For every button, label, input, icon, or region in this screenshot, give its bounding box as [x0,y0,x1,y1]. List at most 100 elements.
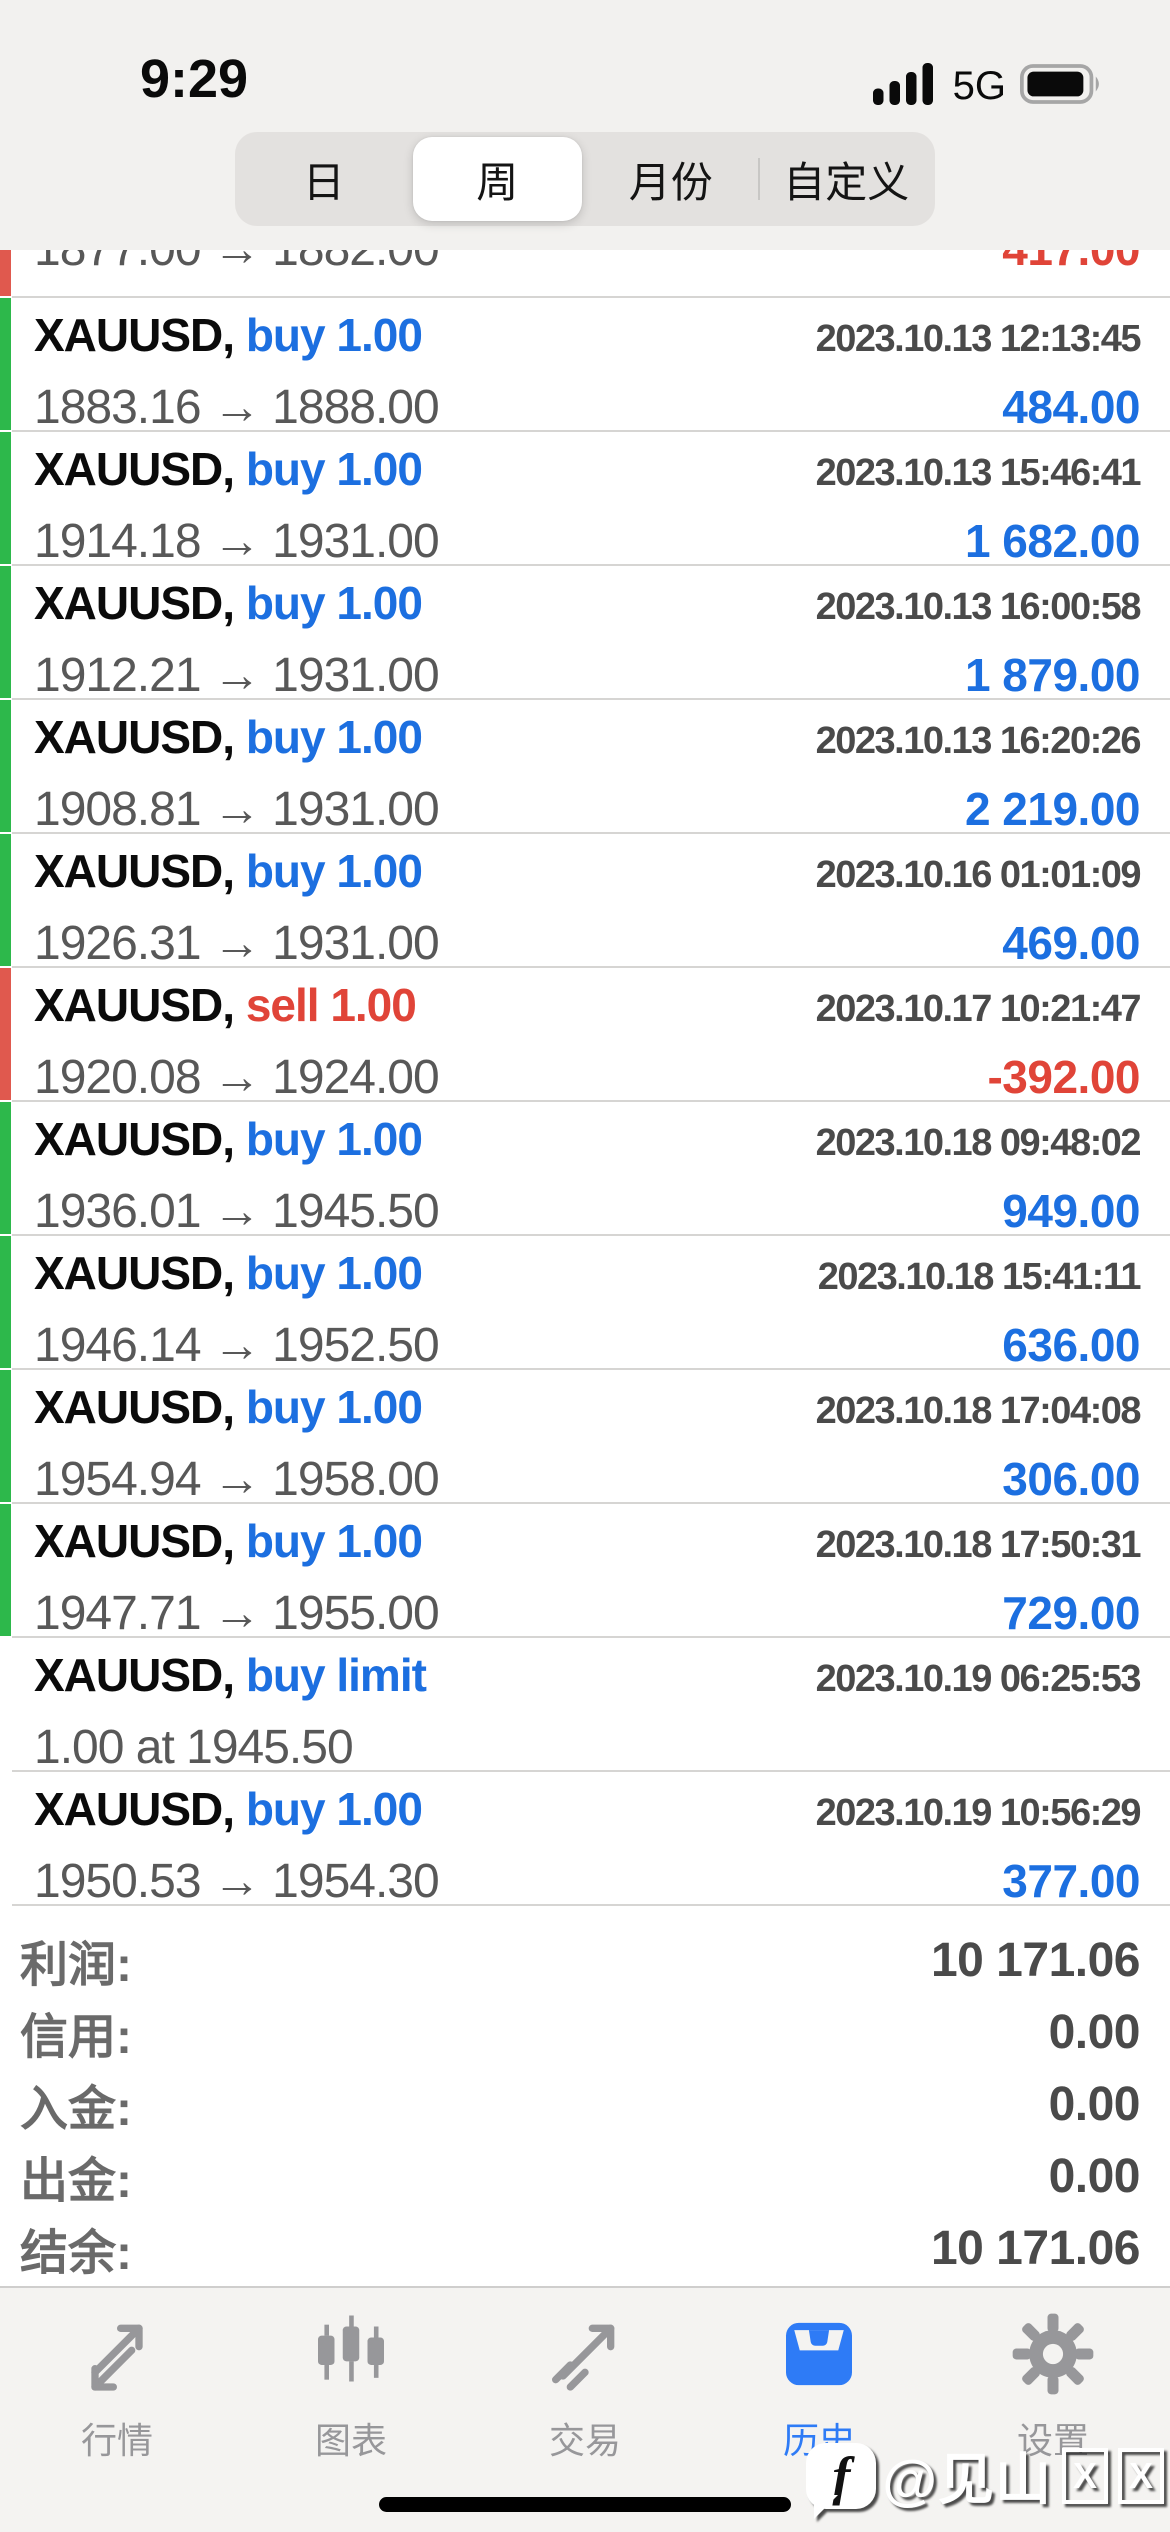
summary-value: 10 171.06 [930,2221,1141,2275]
summary-value: 0.00 [1048,2149,1141,2203]
period-tab-week[interactable]: 周 [412,137,582,221]
trade-row[interactable]: XAUUSD, buy 1.00 2023.10.18 17:50:31 194… [0,1504,1170,1640]
trade-row[interactable]: XAUUSD, buy 1.00 2023.10.13 16:00:58 191… [0,566,1170,702]
trade-time: 2023.10.19 10:56:29 [815,1792,1142,1834]
trade-profit: 949.00 [1002,1185,1140,1237]
summary-profit-row: 利润: 10 171.06 [20,1924,1141,1996]
trade-prices: 1954.94 → 1958.00 [34,1453,440,1506]
trade-action: buy 1.00 [245,1783,423,1835]
trade-profit: 2 219.00 [964,783,1141,835]
trade-symbol: XAUUSD, [34,711,235,763]
tab-trade[interactable]: 交易 [468,2308,702,2464]
history-tray-icon [773,2308,865,2400]
trade-row[interactable]: XAUUSD, buy 1.00 2023.10.13 16:20:26 190… [0,700,1170,836]
account-summary: 利润: 10 171.06 信用: 0.00 入金: 0.00 出金: 0.00… [0,1906,1170,2284]
summary-credit-row: 信用: 0.00 [20,1996,1141,2068]
watermark-handle: @见山 [882,2448,1052,2511]
summary-value: 0.00 [1048,2077,1141,2131]
trade-direction-bar [0,834,11,966]
trade-prices: 1947.71 → 1955.00 [34,1587,440,1640]
tab-label: 设置 [1016,2420,1089,2461]
trade-direction-bar [0,1504,11,1636]
trade-profit: 636.00 [1002,1319,1140,1371]
period-segmented-control: 日 周 月份 自定义 [235,132,935,226]
trade-arrow-icon [539,2308,631,2400]
trade-direction-bar [0,432,11,564]
trade-symbol: XAUUSD, [34,309,235,361]
trade-row-clipped[interactable]: 1877.00 → 1882.00 417.00 [0,250,1170,298]
tab-settings[interactable]: 设置 [936,2308,1170,2464]
trade-symbol: XAUUSD, [34,1381,235,1433]
trade-profit: 377.00 [1002,1855,1140,1907]
trade-row[interactable]: XAUUSD, buy 1.00 2023.10.18 09:48:02 193… [0,1102,1170,1238]
status-icons: 5G [872,63,1102,110]
trade-direction-bar [0,298,11,430]
summary-balance-row: 结余: 10 171.06 [20,2212,1141,2284]
missing-glyph-box: X [1118,2447,1164,2504]
trade-action: buy 1.00 [245,577,423,629]
period-tab-day[interactable]: 日 [302,158,345,206]
header: 9:29 5G 日 周 月份 自 [0,0,1170,250]
trade-profit: 417.00 [1002,250,1140,276]
trade-time: 2023.10.17 10:21:47 [815,988,1142,1030]
trade-action: buy 1.00 [245,711,423,763]
period-tab-month[interactable]: 月份 [628,158,713,206]
trade-direction-bar [0,250,11,296]
trade-symbol: XAUUSD, [34,1113,235,1165]
trade-time: 2023.10.13 16:20:26 [815,720,1142,762]
trade-action: buy 1.00 [245,443,423,495]
summary-deposit-row: 入金: 0.00 [20,2068,1141,2140]
network-label: 5G [952,64,1006,108]
summary-withdrawal-row: 出金: 0.00 [20,2140,1141,2212]
trade-profit: 1 879.00 [964,649,1141,701]
trade-prices: 1936.01 → 1945.50 [34,1185,440,1238]
trade-profit: 469.00 [1002,917,1140,969]
trade-prices: 1883.16 → 1888.00 [34,381,440,434]
trade-direction-bar [0,1236,11,1368]
trade-prices: 1.00 at 1945.50 [34,1721,354,1774]
trade-prices: 1914.18 → 1931.00 [34,515,440,568]
trade-action: buy 1.00 [245,1381,423,1433]
trade-action: buy 1.00 [245,309,423,361]
trade-row-pending-order[interactable]: XAUUSD, buy limit 2023.10.19 06:25:53 1.… [0,1638,1170,1774]
home-indicator[interactable] [379,2497,791,2512]
trade-time: 2023.10.18 17:50:31 [815,1524,1142,1566]
settings-gear-icon [1007,2308,1099,2400]
trade-symbol: XAUUSD, [34,443,235,495]
trade-row[interactable]: XAUUSD, buy 1.00 2023.10.13 15:46:41 191… [0,432,1170,568]
trade-symbol: XAUUSD, [34,1515,235,1567]
quotes-arrows-icon [71,2308,163,2400]
tab-label: 图表 [314,2420,387,2461]
trade-action: buy limit [245,1649,427,1701]
trade-time: 2023.10.13 12:13:45 [815,318,1142,360]
trade-row[interactable]: XAUUSD, sell 1.00 2023.10.17 10:21:47 19… [0,968,1170,1104]
trade-time: 2023.10.13 15:46:41 [815,452,1142,494]
trade-profit: 484.00 [1002,381,1140,433]
trade-symbol: XAUUSD, [34,577,235,629]
watermark-logo-icon: f [806,2442,877,2519]
trade-row[interactable]: XAUUSD, buy 1.00 2023.10.18 17:04:08 195… [0,1370,1170,1506]
tab-bar: 行情 图表 交易 历史 [0,2286,1170,2532]
tab-label: 交易 [548,2420,621,2461]
trade-direction-bar [0,968,11,1100]
trade-row[interactable]: XAUUSD, buy 1.00 2023.10.19 10:56:29 195… [0,1772,1170,1908]
watermark: f @见山 X X [806,2435,1164,2519]
trade-prices: 1912.21 → 1931.00 [34,649,440,702]
trade-profit: 306.00 [1002,1453,1140,1505]
trade-action: buy 1.00 [245,1247,423,1299]
trade-row[interactable]: XAUUSD, buy 1.00 2023.10.18 15:41:11 194… [0,1236,1170,1372]
missing-glyph-box: X [1062,2447,1108,2504]
trade-prices: 1877.00 → 1882.00 [34,250,440,277]
summary-label: 信用: [20,2011,132,2064]
trade-row[interactable]: XAUUSD, buy 1.00 2023.10.16 01:01:09 192… [0,834,1170,970]
trade-action: sell 1.00 [245,979,417,1031]
trade-row[interactable]: XAUUSD, buy 1.00 2023.10.13 12:13:45 188… [0,298,1170,434]
trade-direction-bar [0,1102,11,1234]
trade-direction-bar [0,1370,11,1502]
tab-charts[interactable]: 图表 [234,2308,468,2464]
trade-prices: 1946.14 → 1952.50 [34,1319,440,1372]
tab-quotes[interactable]: 行情 [0,2308,234,2464]
summary-label: 出金: [20,2155,132,2208]
summary-label: 利润: [20,1939,132,1992]
period-tab-custom[interactable]: 自定义 [783,158,910,206]
